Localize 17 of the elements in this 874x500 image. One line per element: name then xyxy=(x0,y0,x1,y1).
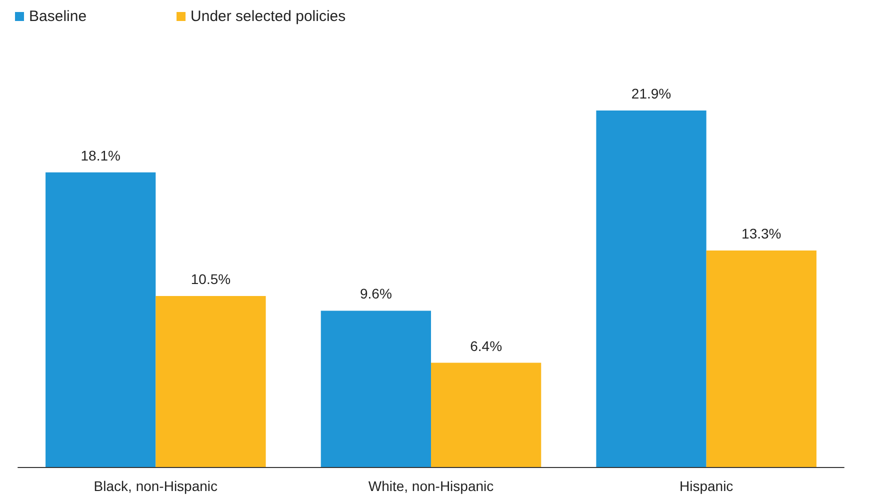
x-tick-label: White, non-Hispanic xyxy=(368,478,494,494)
bar xyxy=(156,296,266,467)
bar xyxy=(706,250,816,467)
bar xyxy=(320,310,431,467)
legend-label: Under selected policies xyxy=(190,8,346,25)
legend-label: Baseline xyxy=(29,8,87,25)
data-label: 9.6% xyxy=(360,286,392,302)
x-tick-label: Hispanic xyxy=(679,478,734,494)
data-label: 18.1% xyxy=(80,147,120,164)
data-label: 13.3% xyxy=(742,225,782,242)
x-tick-label: Black, non-Hispanic xyxy=(94,478,218,494)
data-label: 21.9% xyxy=(631,85,672,102)
bar xyxy=(431,362,542,467)
bar xyxy=(596,110,706,467)
bar xyxy=(46,172,156,467)
data-label: 6.4% xyxy=(470,338,502,354)
data-label: 10.5% xyxy=(190,271,231,288)
